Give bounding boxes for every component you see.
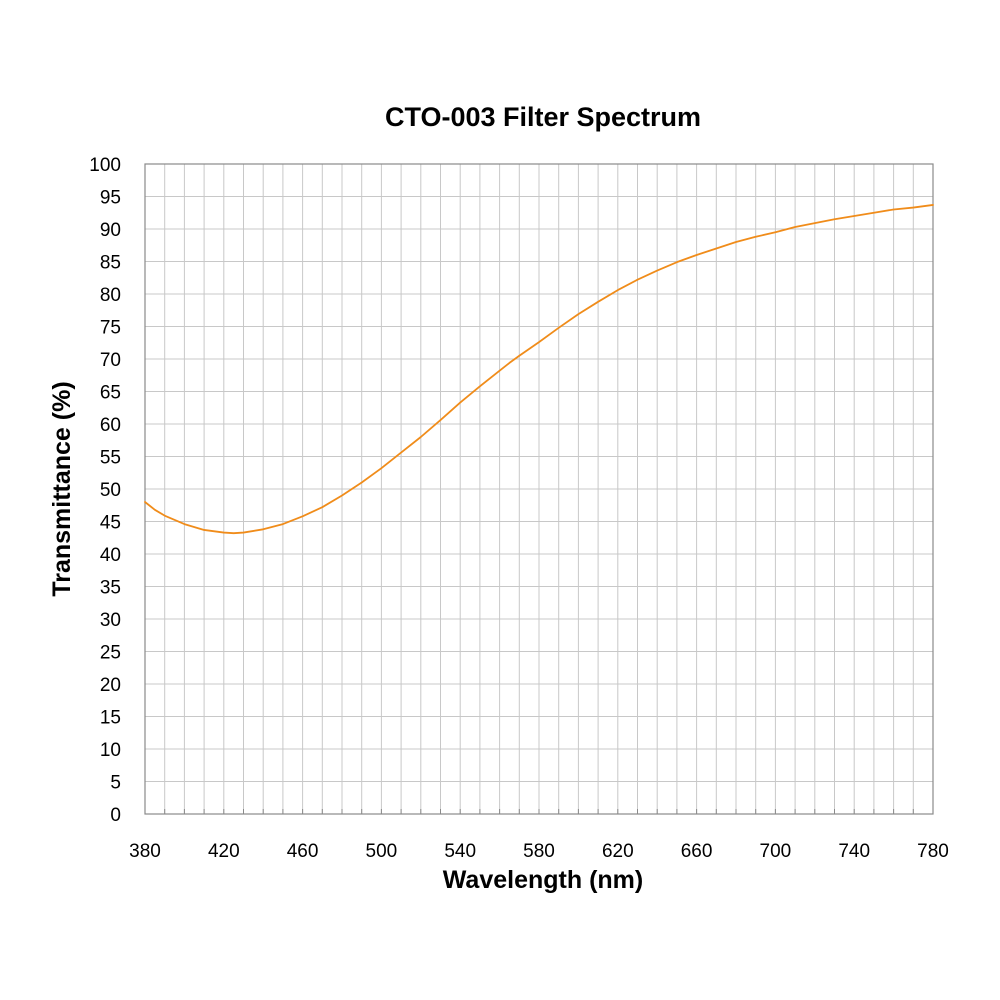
series-line-transmittance: [144, 204, 934, 535]
y-tick-label: 65: [100, 383, 121, 404]
y-tick-label: 70: [100, 350, 121, 371]
y-tick-label: 50: [100, 480, 121, 501]
x-tick-label: 620: [602, 841, 634, 862]
y-tick-label: 75: [100, 318, 121, 339]
x-tick-label: 660: [681, 841, 713, 862]
y-axis-tick-labels: 0 5 10 15 20 25 30 35 40 45 50 55 60 65 70 75 80 85 90 95 10…: [89, 155, 121, 826]
x-minor-ticks: [144, 809, 934, 814]
y-tick-label: 20: [100, 675, 121, 696]
x-axis-title: Wavelength (nm): [443, 866, 643, 894]
y-tick-label: 30: [100, 610, 121, 631]
y-axis-title: Transmittance (%): [48, 381, 76, 596]
chart-title: CTO-003 Filter Spectrum: [385, 102, 701, 132]
y-tick-label: 5: [110, 773, 121, 794]
y-tick-label: 90: [100, 220, 121, 241]
x-tick-label: 380: [129, 841, 161, 862]
y-tick-label: 40: [100, 545, 121, 566]
x-tick-label: 460: [287, 841, 319, 862]
y-tick-label: 55: [100, 448, 121, 469]
x-tick-label: 500: [366, 841, 398, 862]
grid: [145, 163, 933, 815]
y-tick-label: 35: [100, 578, 121, 599]
y-tick-label: 15: [100, 708, 121, 729]
x-tick-label: 580: [523, 841, 555, 862]
y-tick-label: 85: [100, 253, 121, 274]
y-tick-label: 25: [100, 643, 121, 664]
x-axis-tick-labels: 380 420 460 500 540 580 620 660 700 740 780: [129, 841, 949, 862]
x-tick-label: 780: [917, 841, 949, 862]
y-tick-label: 60: [100, 415, 121, 436]
x-tick-label: 540: [444, 841, 476, 862]
y-tick-label: 0: [110, 805, 121, 826]
y-tick-label: 95: [100, 188, 121, 209]
x-tick-label: 740: [838, 841, 870, 862]
series-layer: [144, 204, 934, 535]
y-tick-label: 45: [100, 513, 121, 534]
x-tick-label: 700: [760, 841, 792, 862]
y-tick-label: 10: [100, 740, 121, 761]
x-tick-label: 420: [208, 841, 240, 862]
y-tick-label: 80: [100, 285, 121, 306]
y-tick-label: 100: [89, 155, 121, 176]
